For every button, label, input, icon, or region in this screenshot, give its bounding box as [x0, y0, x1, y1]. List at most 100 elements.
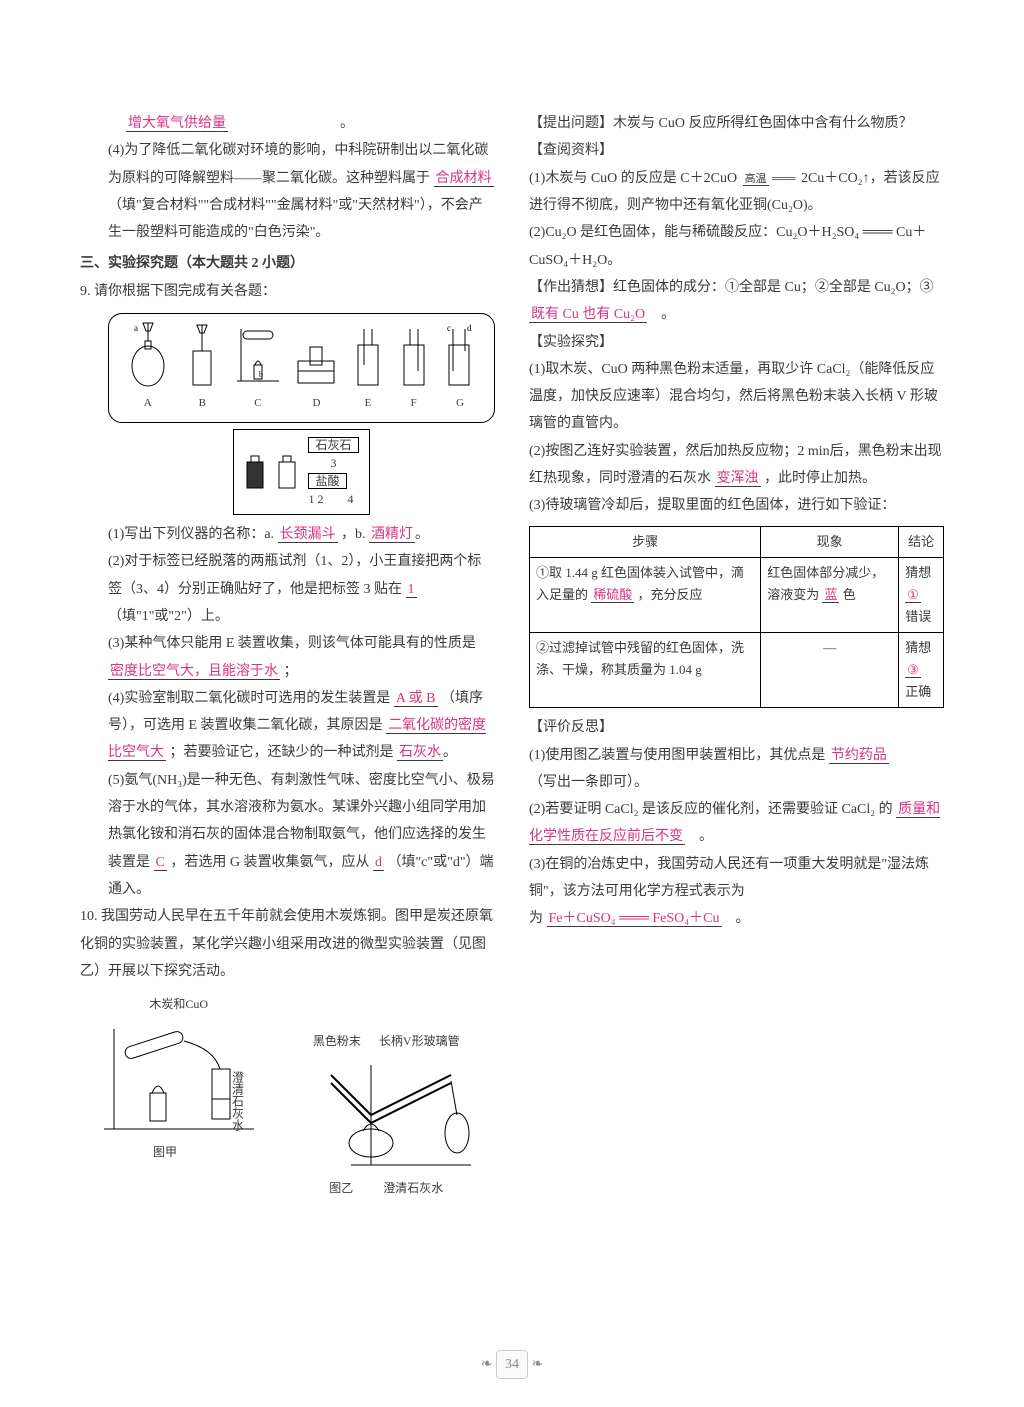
exp-head: 【实验探究】 [529, 329, 944, 356]
eval-head: 【评价反思】 [529, 714, 944, 741]
q9-2b: （填"1"或"2"）上。 [108, 609, 229, 624]
ans-5a: C [154, 855, 167, 871]
right-column: 【提出问题】木炭与 CuO 反应所得红色固体中含有什么物质？ 【查阅资料】 (1… [529, 110, 944, 1347]
th-step: 步骤 [530, 526, 761, 557]
label-E: E [365, 393, 372, 414]
label-12: 1 2 [308, 490, 323, 508]
cond-top: 高温 [743, 173, 769, 186]
r1-conc-ans: ① [905, 587, 921, 603]
reference-head: 【查阅资料】 [529, 137, 944, 164]
fig-jia-top: 木炭和CuO [149, 993, 208, 1016]
r2-conc-a: 猜想 [905, 640, 931, 655]
page: 增大氧气供给量 。 (4)为了降低二氧化碳对环境的影响，中科院研制出以二氧化碳为… [0, 0, 1024, 1407]
two-column-layout: 增大氧气供给量 。 (4)为了降低二氧化碳对环境的影响，中科院研制出以二氧化碳为… [80, 110, 944, 1347]
r2-conc: 猜想 ③ 正确 [899, 632, 944, 707]
svg-text:b: b [259, 370, 263, 379]
water-trough-icon [296, 321, 336, 391]
eval3a: (3)在铜的冶炼史中，我国劳动人民还有一项重大发明就是"湿法炼铜"，该方法可用化… [529, 857, 929, 899]
ans-eval3: Fe＋CuSO₄ ═══ FeSO₄＋Cu [547, 911, 722, 927]
answer-line-oxygen: 增大氧气供给量 。 [80, 110, 495, 137]
reaction-condition: 高温 ═══ [743, 165, 796, 192]
th-phenomenon: 现象 [761, 526, 899, 557]
eval1b: （写出一条即可）。 [529, 775, 648, 790]
guess-a: 【作出猜想】红色固体的成分：①全部是 Cu；②全部是 Cu₂O；③ [529, 280, 934, 295]
gas-bottle-down-icon [400, 321, 428, 391]
r1-phen-ans: 蓝 [822, 587, 839, 603]
figure-jia: 木炭和CuO 图甲 澄清石灰水 [104, 993, 254, 1200]
r1-conc-a: 猜想 [905, 565, 931, 580]
r2-conc-ans: ③ [905, 662, 921, 678]
r1-step: ①取 1.44 g 红色固体装入试管中，滴入足量的 稀硫酸 ，充分反应 [530, 557, 761, 632]
apparatus-diagram: a A B [108, 313, 495, 423]
r1-step-ans: 稀硫酸 [591, 587, 634, 603]
section-3-heading: 三、实验探究题（本大题共 2 小题） [80, 250, 495, 277]
figure-row: 木炭和CuO 图甲 澄清石灰水 [80, 993, 495, 1200]
svg-text:d: d [467, 323, 472, 333]
eval-3: (3)在铜的冶炼史中，我国劳动人民还有一项重大发明就是"湿法炼铜"，该方法可用化… [529, 851, 944, 933]
bottles-diagram-row: 石灰石 3 盐酸 1 2 4 [108, 429, 495, 515]
ans-guess: 既有 Cu 也有 Cu₂O [529, 307, 647, 323]
eval2a: (2)若要证明 CaCl₂ 是该反应的催化剂，还需要验证 CaCl₂ 的 [529, 802, 893, 817]
apparatus-C: b C [237, 321, 279, 414]
q9-4c: ；若要验证它，还缺少的一种试剂是 [170, 745, 394, 760]
eval1a: (1)使用图乙装置与使用图甲装置相比，其优点是 [529, 748, 825, 763]
bottle-labels-col: 石灰石 3 盐酸 1 2 4 [308, 436, 358, 508]
pose-question: 【提出问题】木炭与 CuO 反应所得红色固体中含有什么物质？ [529, 110, 944, 137]
label-D: D [312, 393, 320, 414]
q9-3b: ； [284, 664, 298, 679]
ans-4a: A 或 B [394, 691, 438, 707]
q9-intro: 9. 请你根据下图完成有关各题： [80, 278, 495, 305]
fig-yi-top2: 长柄V形玻璃管 [379, 1030, 460, 1053]
table-row: ①取 1.44 g 红色固体装入试管中，滴入足量的 稀硫酸 ，充分反应 红色固体… [530, 557, 944, 632]
flourish-right-icon: ❧ [532, 1357, 544, 1372]
left-column: 增大氧气供给量 。 (4)为了降低二氧化碳对环境的影响，中科院研制出以二氧化碳为… [80, 110, 495, 1347]
page-number-value: 34 [496, 1350, 528, 1379]
bottle-1-icon [244, 452, 266, 492]
q9-5b: ，若选用 G 装置收集氨气，应从 [170, 855, 369, 870]
label-3: 3 [308, 454, 358, 472]
r1-phen-b: 色 [843, 587, 856, 602]
bottle-funnel-icon [185, 321, 219, 391]
q9-1a: (1)写出下列仪器的名称：a. [108, 527, 274, 542]
page-number: ❧ 34 ❧ [0, 1350, 1024, 1379]
exp2b: ，此时停止加热。 [764, 471, 876, 486]
q4-text2: （填"复合材料""合成材料""金属材料"或"天然材料"），不会产生一般塑料可能造… [108, 198, 483, 240]
q9-3a: (3)某种气体只能用 E 装置收集，则该气体可能具有的性质是 [108, 636, 476, 651]
apparatus-D: D [296, 321, 336, 414]
label-hcl: 盐酸 [308, 473, 346, 489]
apparatus-F: F [400, 321, 428, 414]
fig-yi-side: 澄清石灰水 [383, 1177, 443, 1200]
bottle-2-icon [276, 452, 298, 492]
ans-oxygen: 增大氧气供给量 [126, 116, 228, 132]
label-A: A [144, 393, 152, 414]
bottles-diagram: 石灰石 3 盐酸 1 2 4 [233, 429, 369, 515]
apparatus-G: c d G [445, 321, 475, 414]
label-G: G [456, 393, 464, 414]
q9-2: (2)对于标签已经脱落的两瓶试剂（1、2），小王直接把两个标签（3、4）分别正确… [80, 548, 495, 630]
q9-1b: ，b. [341, 527, 366, 542]
ans-4c: 石灰水 [397, 745, 443, 761]
q10: 10. 我国劳动人民早在五千年前就会使用木炭炼铜。图甲是炭还原氧化铜的实验装置，… [80, 903, 495, 985]
r2-conc-b: 正确 [905, 684, 931, 699]
ans-material: 合成材料 [434, 171, 494, 187]
table-row: ②过滤掉试管中残留的红色固体，洗涤、干燥，称其质量为 1.04 g — 猜想 ③… [530, 632, 944, 707]
ref1a: (1)木炭与 CuO 的反应是 C＋2CuO [529, 171, 737, 186]
r1-step-b: ，充分反应 [638, 587, 703, 602]
fig-yi-top1: 黑色粉末 [313, 1030, 361, 1053]
heated-tube-icon: b [237, 321, 279, 391]
r1-conc: 猜想 ① 错误 [899, 557, 944, 632]
svg-text:a: a [134, 323, 138, 333]
q4: (4)为了降低二氧化碳对环境的影响，中科院研制出以二氧化碳为原料的可降解塑料——… [80, 137, 495, 246]
eval-2: (2)若要证明 CaCl₂ 是该反应的催化剂，还需要验证 CaCl₂ 的 质量和… [529, 796, 944, 851]
flask-funnel-icon: a [128, 321, 168, 391]
q9-4: (4)实验室制取二氧化碳时可选用的发生装置是 A 或 B （填序号），可选用 E… [80, 685, 495, 767]
r2-phen: — [761, 632, 899, 707]
fig-jia-side: 澄清石灰水 [225, 1071, 248, 1131]
verification-table: 步骤 现象 结论 ①取 1.44 g 红色固体装入试管中，滴入足量的 稀硫酸 ，… [529, 526, 944, 709]
q9-4a: (4)实验室制取二氧化碳时可选用的发生装置是 [108, 691, 390, 706]
apparatus-A: a A [128, 321, 168, 414]
label-F: F [411, 393, 417, 414]
apparatus-E: E [354, 321, 382, 414]
gas-bottle-up-icon [354, 321, 382, 391]
ans-2: 1 [406, 582, 417, 598]
